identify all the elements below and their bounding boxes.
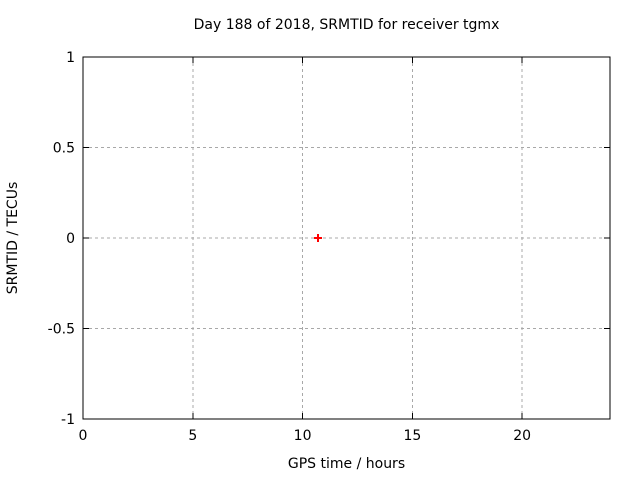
- y-tick-label: -0.5: [48, 322, 75, 338]
- chart-title: Day 188 of 2018, SRMTID for receiver tgm…: [193, 17, 500, 33]
- y-tick-label: 0.5: [53, 141, 75, 157]
- x-tick-label: 10: [294, 428, 312, 444]
- y-tick-label: 0: [66, 231, 75, 247]
- x-tick-label: 20: [513, 428, 531, 444]
- x-tick-label: 0: [79, 428, 88, 444]
- y-tick-label: 1: [66, 50, 75, 66]
- x-tick-label: 5: [188, 428, 197, 444]
- x-axis-label: GPS time / hours: [287, 456, 406, 472]
- plot-frame: [82, 56, 611, 420]
- x-tick-label: 15: [403, 428, 421, 444]
- y-tick-label: -1: [61, 412, 75, 428]
